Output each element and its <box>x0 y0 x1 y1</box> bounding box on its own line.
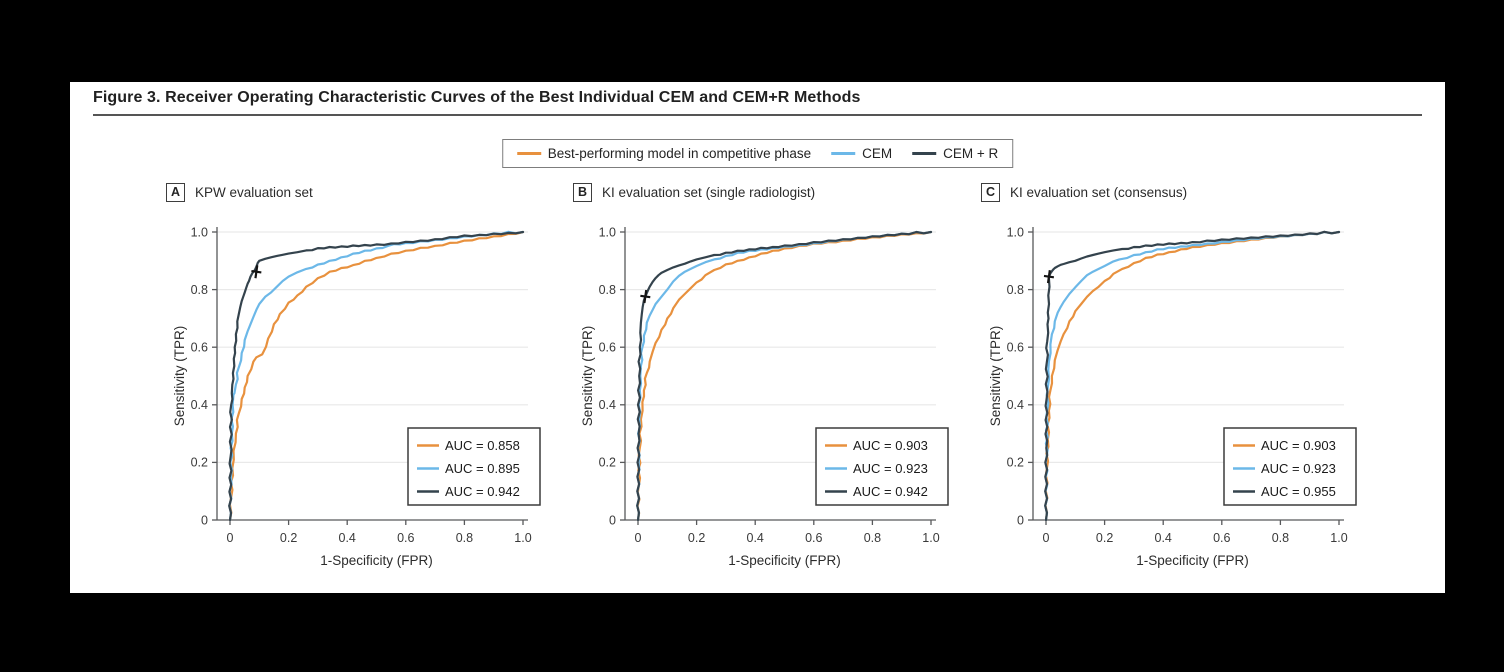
figure-legend: Best-performing model in competitive pha… <box>501 139 1014 168</box>
roc-chart-c: 0 0.2 0.4 0.6 0.8 1.0 0 0.2 0.4 0.6 0.8 1.0 1-Specif… <box>988 225 1357 568</box>
x-tick-label: 1.0 <box>514 531 531 545</box>
x-tick-label: 0.4 <box>747 531 764 545</box>
x-tick-label: 0 <box>635 531 642 545</box>
roc-chart-b: 0 0.2 0.4 0.6 0.8 1.0 0 0.2 0.4 0.6 0.8 1.0 1-Specif… <box>580 225 949 568</box>
y-tick-label: 0.8 <box>599 283 616 297</box>
y-tick-label: 1.0 <box>1007 225 1024 239</box>
x-tick-label: 0.8 <box>456 531 473 545</box>
roc-curve-cemr <box>1044 230 1341 522</box>
legend-swatch-cemr <box>912 152 937 155</box>
y-tick-label: 0.2 <box>1007 456 1024 470</box>
x-axis-label: 1-Specificity (FPR) <box>728 553 841 568</box>
x-tick-label: 0.2 <box>688 531 705 545</box>
figure-card: Figure 3. Receiver Operating Characteris… <box>70 82 1445 593</box>
legend-item-model: Best-performing model in competitive pha… <box>516 146 812 161</box>
legend-item-cem: CEM <box>831 146 892 161</box>
auc-value-cemr: AUC = 0.942 <box>445 484 520 499</box>
y-tick-label: 0.6 <box>1007 341 1024 355</box>
y-tick-label: 0.8 <box>191 283 208 297</box>
y-tick-label: 0 <box>201 513 208 527</box>
panel-title-a: KPW evaluation set <box>195 184 313 200</box>
auc-value-model: AUC = 0.903 <box>1261 438 1336 453</box>
y-tick-label: 0.2 <box>191 456 208 470</box>
auc-value-cem: AUC = 0.895 <box>445 461 520 476</box>
y-tick-label: 0.2 <box>599 456 616 470</box>
panel-title-c: KI evaluation set (consensus) <box>1010 184 1188 200</box>
x-axis-label: 1-Specificity (FPR) <box>320 553 433 568</box>
x-tick-label: 0.4 <box>339 531 356 545</box>
auc-value-cem: AUC = 0.923 <box>853 461 928 476</box>
roc-chart-a: 0 0.2 0.4 0.6 0.8 1.0 0 0.2 0.4 0.6 0.8 1.0 1-Specif… <box>172 225 541 568</box>
auc-value-model: AUC = 0.858 <box>445 438 520 453</box>
y-tick-label: 0.6 <box>191 341 208 355</box>
roc-curve-cemr <box>228 230 525 522</box>
y-tick-label: 0.8 <box>1007 283 1024 297</box>
legend-swatch-cem <box>831 152 856 155</box>
x-tick-label: 0.6 <box>397 531 414 545</box>
y-tick-label: 0 <box>609 513 616 527</box>
operating-point-marker <box>251 265 262 279</box>
panel-letter-c: C <box>981 182 1000 202</box>
x-axis-label: 1-Specificity (FPR) <box>1136 553 1249 568</box>
legend-label-cem: CEM <box>862 146 893 161</box>
y-tick-label: 0.6 <box>599 341 616 355</box>
y-tick-label: 0 <box>1017 513 1024 527</box>
x-tick-label: 0.2 <box>280 531 297 545</box>
panel-letter-b: B <box>573 182 592 202</box>
figure-title: Figure 3. Receiver Operating Characteris… <box>93 89 861 106</box>
y-tick-label: 0.4 <box>191 398 208 412</box>
y-axis-label: Sensitivity (TPR) <box>988 326 1003 427</box>
auc-value-cemr: AUC = 0.955 <box>1261 484 1336 499</box>
roc-curve-model <box>228 230 525 522</box>
x-tick-label: 0.8 <box>1272 531 1289 545</box>
y-axis-label: Sensitivity (TPR) <box>172 326 187 427</box>
x-tick-label: 0.4 <box>1155 531 1172 545</box>
legend-item-cemr: CEM + R <box>912 146 998 161</box>
panel-header-c: C KI evaluation set (consensus) <box>981 182 1187 202</box>
auc-value-cem: AUC = 0.923 <box>1261 461 1336 476</box>
y-tick-label: 0.4 <box>599 398 616 412</box>
x-tick-label: 0.2 <box>1096 531 1113 545</box>
x-tick-label: 1.0 <box>1330 531 1347 545</box>
y-tick-label: 1.0 <box>191 225 208 239</box>
x-tick-label: 0.8 <box>864 531 881 545</box>
panel-title-b: KI evaluation set (single radiologist) <box>602 184 816 200</box>
x-tick-label: 1.0 <box>922 531 939 545</box>
legend-label-model: Best-performing model in competitive pha… <box>547 146 812 161</box>
x-tick-label: 0 <box>1043 531 1050 545</box>
panel-header-a: A KPW evaluation set <box>166 182 313 202</box>
roc-curve-cemr <box>636 230 933 522</box>
legend-label-cemr: CEM + R <box>943 146 999 161</box>
auc-value-cemr: AUC = 0.942 <box>853 484 928 499</box>
legend-swatch-model <box>516 152 541 155</box>
y-tick-label: 0.4 <box>1007 398 1024 412</box>
panel-letter-a: A <box>166 182 185 202</box>
operating-point-marker <box>1043 270 1055 284</box>
x-tick-label: 0.6 <box>1213 531 1230 545</box>
auc-value-model: AUC = 0.903 <box>853 438 928 453</box>
y-axis-label: Sensitivity (TPR) <box>580 326 595 427</box>
x-tick-label: 0 <box>227 531 234 545</box>
panel-header-b: B KI evaluation set (single radiologist) <box>573 182 815 202</box>
y-tick-label: 1.0 <box>599 225 616 239</box>
title-divider <box>93 114 1422 116</box>
operating-point-marker <box>640 289 651 304</box>
x-tick-label: 0.6 <box>805 531 822 545</box>
